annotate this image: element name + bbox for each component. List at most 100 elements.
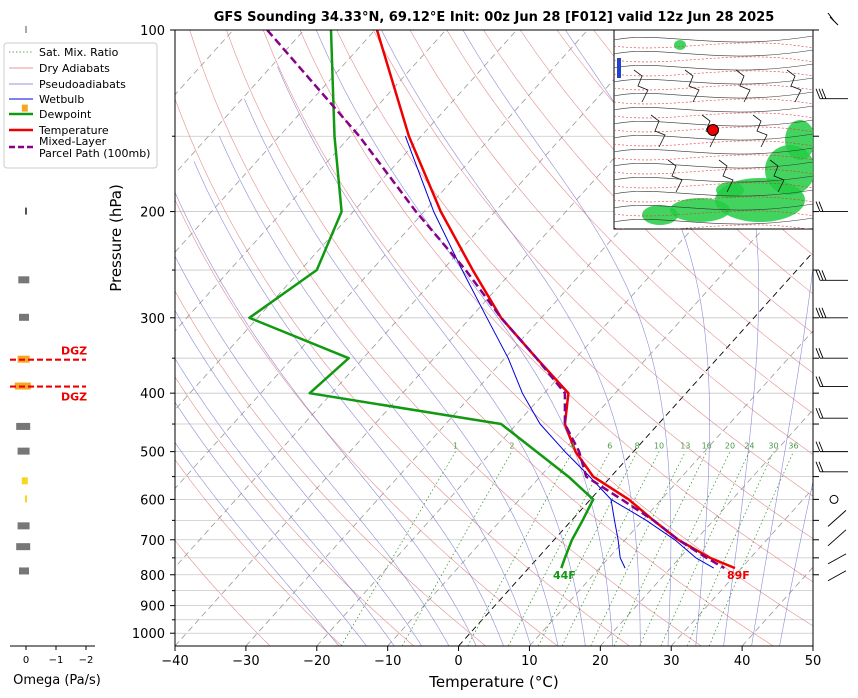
isobar-contour bbox=[614, 49, 813, 57]
pseudoadiabat bbox=[565, 30, 710, 646]
dry-adiabat bbox=[299, 30, 813, 583]
border-line bbox=[650, 114, 666, 148]
mixing-ratio-line bbox=[340, 451, 456, 646]
pseudoadiabat bbox=[689, 30, 759, 646]
border-line bbox=[752, 114, 768, 148]
mixing-ratio-label: 20 bbox=[725, 442, 735, 451]
legend-label: Sat. Mix. Ratio bbox=[39, 46, 119, 59]
precip-area bbox=[716, 182, 744, 198]
dry-adiabat bbox=[483, 30, 813, 374]
y-tick-label: 300 bbox=[140, 312, 165, 327]
x-tick-label: −40 bbox=[161, 654, 188, 669]
isotherm bbox=[175, 30, 305, 175]
pseudoadiabat bbox=[381, 30, 641, 646]
pseudoadiabat bbox=[175, 255, 450, 646]
precip-area bbox=[674, 40, 686, 50]
isobar-contour bbox=[614, 105, 813, 113]
x-tick-label: −10 bbox=[374, 654, 401, 669]
barb-feather bbox=[818, 441, 824, 452]
dry-adiabat bbox=[446, 30, 813, 414]
omega-bar bbox=[25, 495, 27, 503]
y-tick-label: 100 bbox=[140, 24, 165, 39]
mixing-ratio-label: 30 bbox=[768, 442, 778, 451]
pseudoadiabat bbox=[219, 136, 532, 646]
thickness-contour bbox=[614, 126, 813, 133]
barb-feather bbox=[827, 12, 835, 22]
barb-feather bbox=[815, 307, 821, 318]
mixing-ratio-label: 13 bbox=[680, 442, 690, 451]
x-axis-label: Temperature (°C) bbox=[428, 673, 558, 691]
barb-feather bbox=[815, 376, 821, 387]
dry-adiabat bbox=[189, 30, 702, 646]
barb-feather bbox=[818, 376, 824, 387]
location-marker bbox=[707, 124, 719, 136]
legend-label: Pseudoadiabats bbox=[39, 78, 126, 91]
wind-barb bbox=[815, 376, 848, 387]
mixing-ratio-line bbox=[508, 451, 611, 646]
pseudoadiabat bbox=[175, 401, 367, 646]
mixing-ratio-label: 4 bbox=[570, 442, 575, 451]
isobar-contour bbox=[614, 133, 813, 141]
mixing-ratio-line bbox=[660, 451, 750, 646]
x-tick-label: 40 bbox=[734, 654, 751, 669]
pseudoadiabat bbox=[175, 309, 422, 646]
series-wetbulb bbox=[404, 136, 715, 569]
wind-barb bbox=[815, 348, 848, 359]
thickness-contour bbox=[614, 56, 813, 63]
y-tick-label: 400 bbox=[140, 387, 165, 402]
y-tick-label: 900 bbox=[140, 600, 165, 615]
omega-bar bbox=[25, 207, 27, 215]
x-tick-label: 10 bbox=[521, 654, 538, 669]
mixing-ratio-line bbox=[639, 451, 731, 646]
border-line bbox=[667, 159, 683, 193]
wind-barb bbox=[815, 441, 848, 453]
legend-label: Dewpoint bbox=[39, 108, 92, 121]
isobar-contour bbox=[614, 217, 813, 225]
omega-tick-label: −1 bbox=[49, 655, 64, 666]
precip-area bbox=[785, 120, 813, 160]
series-dewpoint bbox=[248, 30, 595, 569]
isotherm bbox=[175, 30, 447, 332]
border-line bbox=[786, 69, 802, 103]
pseudoadiabat bbox=[462, 30, 672, 646]
isobar-contour bbox=[614, 35, 813, 43]
thickness-contour bbox=[614, 140, 813, 147]
barb-shaft bbox=[827, 529, 847, 547]
border-line bbox=[769, 159, 785, 193]
y-tick-label: 500 bbox=[140, 446, 165, 461]
x-tick-label: 30 bbox=[663, 654, 680, 669]
x-tick-label: 0 bbox=[454, 654, 462, 669]
wind-barb bbox=[815, 461, 848, 473]
isobar-contour bbox=[614, 175, 813, 183]
barb-feather bbox=[818, 407, 824, 419]
omega-tick-label: −2 bbox=[79, 655, 94, 666]
x-tick-label: −30 bbox=[232, 654, 259, 669]
omega-bar bbox=[16, 422, 31, 430]
mixing-ratio-label: 24 bbox=[744, 442, 754, 451]
omega-bar bbox=[16, 543, 31, 551]
dry-adiabat bbox=[175, 290, 486, 646]
mixing-ratio-line bbox=[401, 451, 513, 646]
wind-barbs bbox=[813, 12, 848, 582]
isotherm bbox=[175, 30, 376, 253]
precip-area bbox=[642, 205, 678, 225]
wind-barb bbox=[815, 88, 848, 100]
barb-feather bbox=[818, 461, 824, 472]
barb-feather bbox=[815, 348, 821, 359]
legend-label: Mixed-Layer bbox=[39, 135, 107, 148]
barb-feather bbox=[815, 407, 821, 419]
chart-title: GFS Sounding 34.33°N, 69.12°E Init: 00z … bbox=[214, 10, 775, 25]
mixing-ratio-line bbox=[537, 451, 638, 646]
mixing-ratio-label: 2 bbox=[509, 442, 514, 451]
wind-barb bbox=[815, 307, 848, 319]
barb-feather bbox=[818, 270, 824, 281]
thickness-contour bbox=[614, 112, 813, 119]
barb-feather bbox=[815, 461, 821, 472]
barb-shaft bbox=[827, 510, 847, 527]
border-line bbox=[718, 159, 734, 193]
dry-adiabat bbox=[175, 98, 630, 646]
thickness-contour bbox=[614, 42, 813, 49]
y-tick-label: 600 bbox=[140, 493, 165, 508]
thickness-contour bbox=[614, 154, 813, 161]
